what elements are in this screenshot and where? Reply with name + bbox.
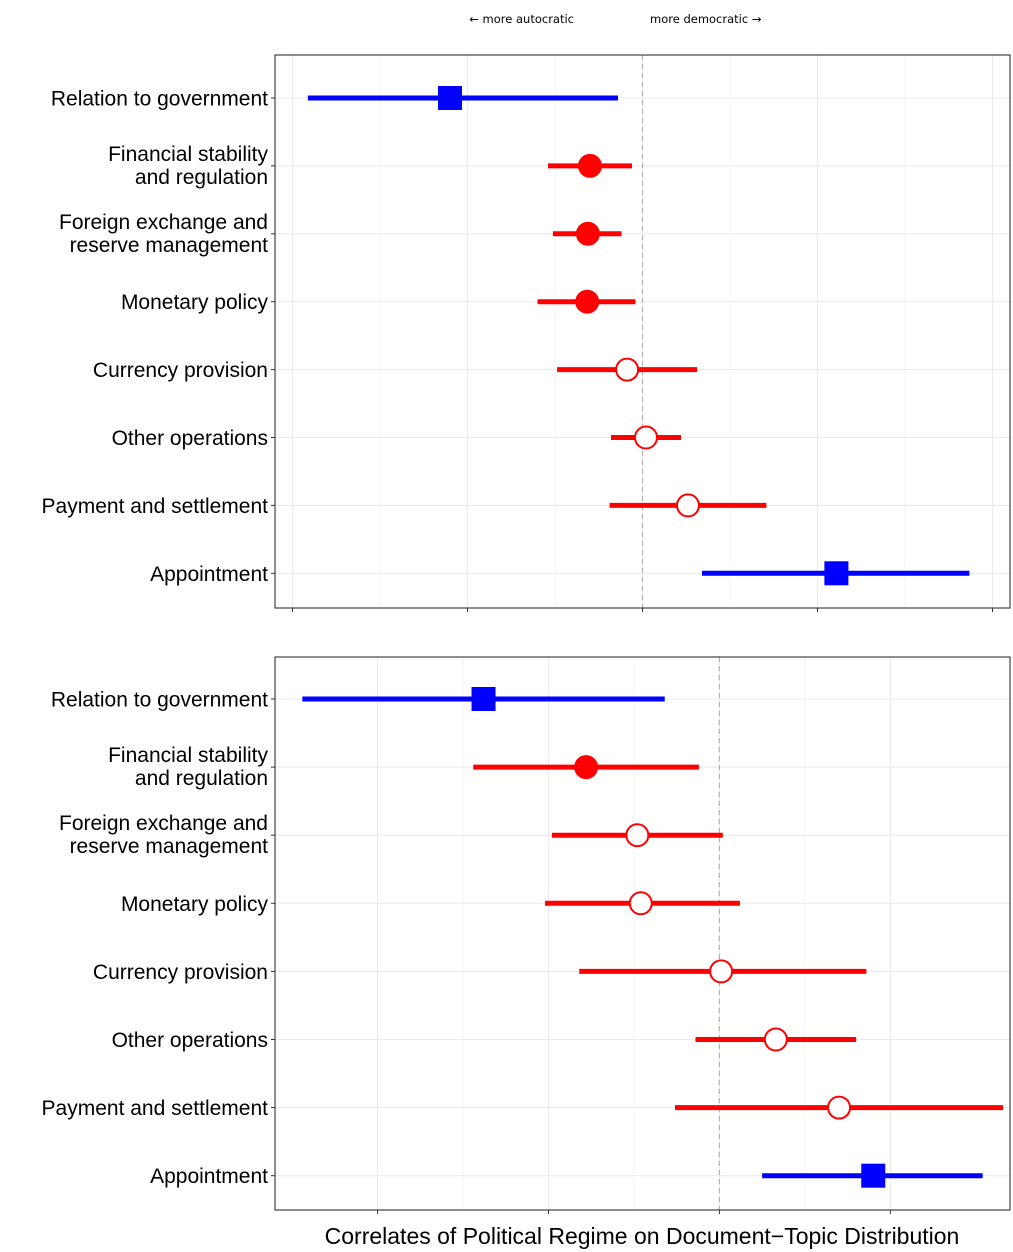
estimate-payment-and-settlement bbox=[609, 493, 767, 518]
estimate-currency-provision bbox=[579, 959, 867, 984]
panel-2: Relation to government Financial stabilit… bbox=[42, 656, 1011, 1214]
estimate-relation-to-government bbox=[307, 86, 618, 110]
estimate-payment-and-settlement bbox=[674, 1095, 1004, 1120]
point-estimate-circle bbox=[625, 823, 650, 848]
estimate-monetary-policy bbox=[545, 891, 740, 916]
y-label-relation-to-government: Relation to government bbox=[51, 689, 268, 712]
y-label-foreign-exchange-and-reserve-management: Foreign exchange and reserve management bbox=[59, 812, 268, 858]
point-estimate-circle bbox=[574, 755, 599, 780]
estimate-monetary-policy bbox=[537, 289, 636, 314]
point-estimate-square bbox=[471, 687, 496, 711]
point-estimate-circle bbox=[628, 891, 653, 916]
y-label-line: Financial stability bbox=[108, 744, 268, 767]
y-label-monetary-policy: Monetary policy bbox=[121, 291, 269, 314]
estimate-foreign-exchange-and-reserve-management bbox=[551, 823, 723, 848]
estimate-financial-stability-and-regulation bbox=[473, 755, 699, 780]
democratic-direction-note: more democratic → bbox=[650, 12, 762, 26]
autocratic-direction-note: ← more autocratic bbox=[469, 12, 574, 26]
y-label-appointment: Appointment bbox=[150, 1165, 268, 1188]
y-label-financial-stability-and-regulation: Financial stability and regulation bbox=[108, 143, 268, 189]
estimate-other-operations bbox=[695, 1027, 857, 1052]
y-label-financial-stability-and-regulation: Financial stability and regulation bbox=[108, 744, 268, 790]
point-estimate-circle bbox=[615, 357, 640, 382]
y-label-line: reserve management bbox=[70, 234, 269, 257]
y-label-relation-to-government: Relation to government bbox=[51, 88, 268, 111]
estimate-currency-provision bbox=[557, 357, 698, 382]
point-estimate-square bbox=[438, 86, 462, 110]
y-label-line: reserve management bbox=[70, 835, 269, 858]
y-label-payment-and-settlement: Payment and settlement bbox=[42, 495, 269, 518]
estimate-other-operations bbox=[611, 425, 681, 450]
point-estimate-circle bbox=[763, 1027, 788, 1052]
y-label-appointment: Appointment bbox=[150, 563, 268, 586]
point-estimate-circle bbox=[827, 1095, 852, 1120]
point-estimate-square bbox=[824, 561, 849, 586]
facet-panels: Relation to government Financial stabilit… bbox=[42, 54, 1011, 1214]
y-label-line: Foreign exchange and bbox=[59, 211, 268, 234]
point-estimate-circle bbox=[578, 153, 602, 178]
y-label-line: and regulation bbox=[135, 166, 268, 189]
y-label-line: Financial stability bbox=[108, 143, 268, 166]
y-label-line: Foreign exchange and bbox=[59, 812, 268, 835]
point-estimate-circle bbox=[634, 425, 658, 450]
y-label-payment-and-settlement: Payment and settlement bbox=[42, 1097, 269, 1120]
panel-1: Relation to government Financial stabilit… bbox=[42, 54, 1011, 612]
y-label-monetary-policy: Monetary policy bbox=[121, 893, 269, 916]
point-estimate-circle bbox=[709, 959, 734, 984]
estimate-financial-stability-and-regulation bbox=[548, 153, 632, 178]
y-label-currency-provision: Currency provision bbox=[93, 961, 268, 984]
x-axis-title: Correlates of Political Regime on Docume… bbox=[325, 1223, 960, 1249]
estimate-foreign-exchange-and-reserve-management bbox=[552, 221, 622, 246]
point-estimate-circle bbox=[676, 493, 700, 518]
y-label-other-operations: Other operations bbox=[112, 1029, 268, 1052]
y-label-foreign-exchange-and-reserve-management: Foreign exchange and reserve management bbox=[59, 211, 268, 257]
y-label-currency-provision: Currency provision bbox=[93, 359, 268, 382]
y-label-other-operations: Other operations bbox=[112, 427, 268, 450]
point-estimate-square bbox=[861, 1163, 886, 1188]
point-estimate-circle bbox=[575, 221, 600, 246]
point-estimate-circle bbox=[575, 289, 600, 314]
estimate-appointment bbox=[762, 1163, 983, 1188]
estimate-relation-to-government bbox=[302, 687, 665, 711]
estimate-appointment bbox=[702, 561, 970, 586]
panel-border bbox=[274, 656, 1011, 1211]
y-label-line: and regulation bbox=[135, 767, 268, 790]
